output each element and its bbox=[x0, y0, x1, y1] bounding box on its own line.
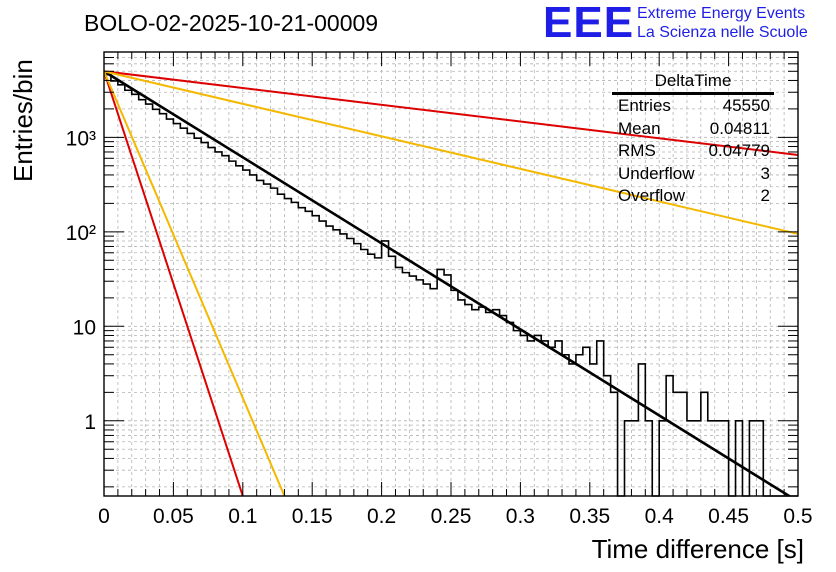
stats-label: Entries bbox=[618, 96, 671, 115]
x-tick-label: 0.1 bbox=[228, 505, 257, 528]
stats-row: Entries 45550 bbox=[612, 95, 774, 118]
logo-line-1: Extreme Energy Events bbox=[637, 5, 806, 22]
x-tick-label: 0.4 bbox=[645, 505, 675, 528]
series-line-fast-upper bbox=[104, 70, 286, 496]
eee-logo: EEE bbox=[543, 0, 635, 47]
x-tick-label: 0.5 bbox=[783, 505, 812, 528]
stats-value: 3 bbox=[760, 163, 770, 183]
logo-line-2: La Scienza nelle Scuole bbox=[637, 24, 808, 41]
series-line-exponential-fit bbox=[104, 70, 792, 496]
x-tick-label: 0.2 bbox=[367, 505, 396, 528]
x-tick-label: 0 bbox=[98, 505, 110, 528]
stats-row: Mean 0.04811 bbox=[612, 118, 774, 141]
series-line-fast-lower bbox=[104, 70, 244, 496]
stats-label: RMS bbox=[618, 141, 656, 160]
y-axis-label: Entries/bin bbox=[8, 59, 38, 182]
series-line-slow-lower bbox=[104, 70, 798, 235]
series-line-slow-upper bbox=[104, 70, 798, 157]
y-tick-label: 10 bbox=[73, 316, 96, 339]
stats-value: 45550 bbox=[722, 96, 770, 115]
x-tick-label: 0.3 bbox=[506, 505, 535, 528]
stats-label: Mean bbox=[618, 118, 661, 138]
stats-label: Underflow bbox=[618, 163, 695, 183]
stats-row: Overflow 2 bbox=[612, 185, 774, 208]
stats-label: Overflow bbox=[618, 186, 686, 205]
stats-value: 2 bbox=[760, 186, 770, 205]
y-tick-label: 1 bbox=[84, 411, 96, 434]
y-tick-label: 10³ bbox=[66, 127, 96, 150]
stats-value: 0.04779 bbox=[708, 141, 770, 160]
x-tick-label: 0.25 bbox=[431, 505, 472, 528]
x-tick-label: 0.05 bbox=[153, 505, 194, 528]
stats-title: DeltaTime bbox=[612, 70, 774, 95]
chart-title: BOLO-02-2025-10-21-00009 bbox=[84, 10, 379, 36]
y-tick-label: 10² bbox=[66, 222, 96, 245]
stats-row: RMS 0.04779 bbox=[612, 140, 774, 163]
x-tick-label: 0.35 bbox=[569, 505, 610, 528]
stats-row: Underflow 3 bbox=[612, 163, 774, 186]
x-axis-label: Time difference [s] bbox=[591, 534, 804, 564]
x-tick-label: 0.15 bbox=[292, 505, 333, 528]
x-tick-label: 0.45 bbox=[708, 505, 749, 528]
stats-box: DeltaTime Entries 45550 Mean 0.04811 RMS 0.… bbox=[612, 70, 774, 208]
stats-value: 0.04811 bbox=[709, 118, 770, 138]
